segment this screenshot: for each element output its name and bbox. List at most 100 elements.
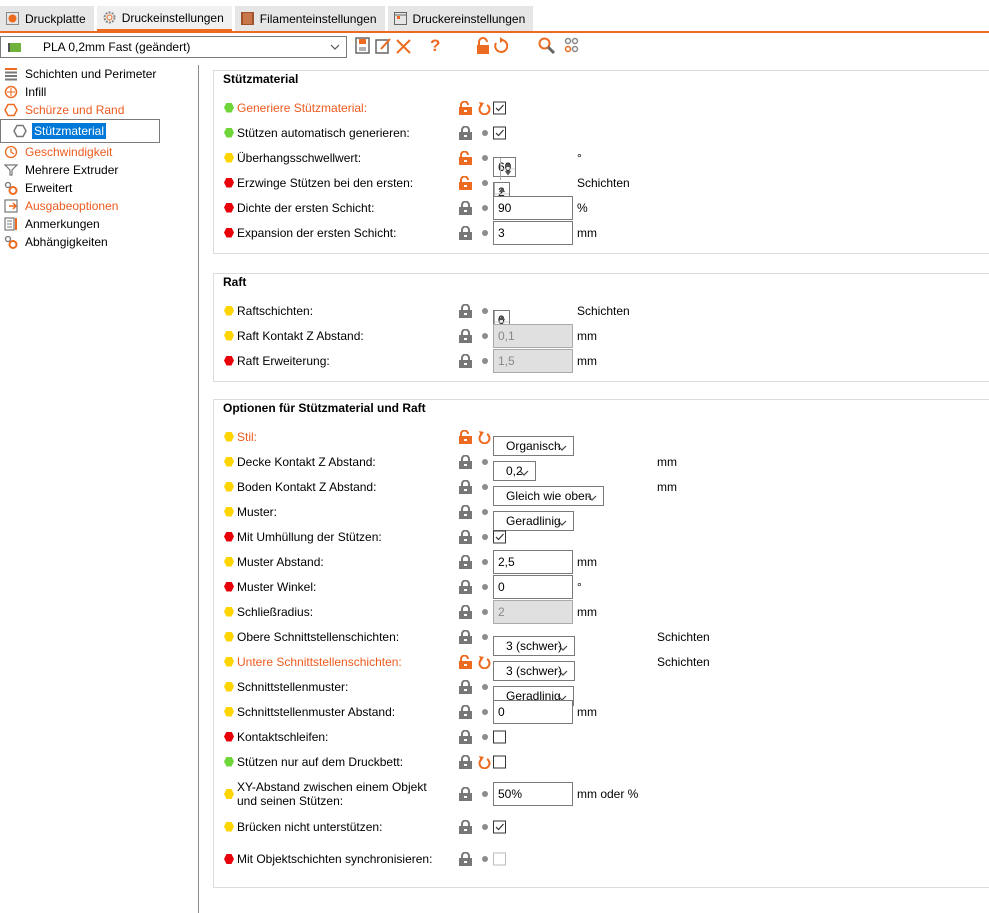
mode-expert-icon [224, 731, 234, 742]
locked-icon[interactable] [459, 754, 472, 769]
option-select[interactable]: Geradlinig [493, 510, 574, 531]
spin-arrows-icon[interactable] [500, 157, 516, 180]
locked-icon[interactable] [459, 479, 472, 494]
rename-icon[interactable] [375, 37, 392, 54]
bullet-icon [482, 791, 488, 797]
locked-icon[interactable] [459, 629, 472, 644]
lock-reset-icon[interactable] [476, 37, 508, 55]
funnel-icon [4, 164, 18, 176]
undo-arrow-icon[interactable] [478, 430, 491, 444]
sidebar-item-0[interactable]: Schichten und Perimeter [0, 65, 198, 83]
delete-icon[interactable] [396, 39, 411, 54]
tab-druckereinstellungen[interactable]: Druckereinstellungen [387, 6, 534, 31]
bullet-icon [482, 823, 488, 830]
locked-icon[interactable] [459, 328, 472, 343]
option-checkbox[interactable] [493, 126, 506, 139]
locked-icon[interactable] [459, 679, 472, 694]
option-checkbox[interactable] [493, 530, 506, 543]
sidebar-item-5[interactable]: Mehrere Extruder [0, 161, 198, 179]
locked-icon[interactable] [459, 454, 472, 469]
sidebar-item-3[interactable]: Stützmaterial [0, 119, 160, 143]
mode-expert-icon [224, 227, 234, 238]
tab-filamenteinstellungen[interactable]: Filamenteinstellungen [234, 6, 385, 31]
option-row: Boden Kontakt Z Abstand: Gleich wie oben m… [214, 474, 989, 506]
option-label: Erzwinge Stützen bei den ersten: [237, 175, 414, 190]
option-checkbox[interactable] [493, 755, 506, 768]
mode-expert-icon [224, 202, 234, 213]
option-checkbox[interactable] [493, 852, 506, 866]
locked-icon[interactable] [459, 200, 472, 215]
sidebar-item-label: Erweitert [25, 181, 73, 195]
group-title: Stützmaterial [221, 72, 301, 86]
option-checkbox[interactable] [493, 101, 506, 114]
option-select[interactable]: 0,2 [493, 460, 536, 481]
sidebar-item-7[interactable]: Ausgabeoptionen [0, 197, 198, 215]
tab-druckplatte[interactable]: Druckplatte [0, 6, 94, 31]
option-select[interactable]: Organisch [493, 435, 574, 456]
unit-label: mm [577, 554, 597, 569]
locked-icon[interactable] [459, 125, 472, 140]
locked-icon[interactable] [459, 852, 472, 866]
option-input[interactable]: 0,1 [493, 323, 573, 348]
option-label: Obere Schnittstellenschichten: [237, 629, 400, 644]
sidebar-item-9[interactable]: Abhängigkeiten [0, 233, 198, 251]
unlocked-icon[interactable] [459, 150, 472, 165]
search-icon[interactable] [538, 37, 555, 54]
option-input[interactable]: 3 [493, 220, 573, 245]
option-input[interactable]: 2 [493, 599, 573, 624]
locked-icon[interactable] [459, 303, 472, 318]
sidebar-item-4[interactable]: Geschwindigkeit [0, 143, 198, 161]
preset-dropdown[interactable]: PLA 0,2mm Fast (geändert) [0, 36, 347, 58]
sidebar-item-2[interactable]: Schürze und Rand [0, 101, 198, 119]
option-row: Obere Schnittstellenschichten: 3 (schwer)… [214, 624, 989, 656]
undo-arrow-icon[interactable] [478, 655, 491, 669]
sidebar-item-6[interactable]: Erweitert [0, 179, 198, 197]
unlocked-icon[interactable] [459, 100, 472, 115]
tab-druckeinstellungen[interactable]: Druckeinstellungen [96, 6, 232, 31]
option-checkbox[interactable] [493, 820, 506, 833]
option-input[interactable]: 2,5 [493, 549, 573, 574]
option-input[interactable]: 0 [493, 699, 573, 724]
locked-icon[interactable] [459, 604, 472, 619]
option-input[interactable]: 1,5 [493, 348, 573, 373]
option-row: Raftschichten:0Schichten [214, 298, 989, 333]
option-row: Brücken nicht unterstützen: [214, 814, 989, 839]
locked-icon[interactable] [459, 729, 472, 744]
locked-icon[interactable] [459, 819, 472, 834]
option-select[interactable]: Gleich wie oben [493, 485, 605, 506]
group-title: Raft [221, 275, 249, 289]
option-checkbox[interactable] [493, 730, 506, 743]
sidebar-item-1[interactable]: Infill [0, 83, 198, 101]
sidebar-item-8[interactable]: Anmerkungen [0, 215, 198, 233]
locked-icon[interactable] [459, 554, 472, 569]
locked-icon[interactable] [459, 579, 472, 594]
option-label: Generiere Stützmaterial: [237, 100, 368, 115]
compare-icon[interactable] [564, 37, 580, 53]
option-spinner[interactable]: 60 [493, 156, 517, 180]
undo-arrow-icon[interactable] [478, 755, 491, 769]
bullet-icon [482, 583, 488, 590]
undo-arrow-icon[interactable] [478, 101, 491, 115]
option-input[interactable]: 50% [493, 782, 573, 806]
option-input[interactable]: 90 [493, 195, 573, 220]
option-label: Überhangsschwellwert: [237, 150, 362, 165]
save-icon[interactable] [355, 37, 370, 54]
help-icon[interactable]: ? [430, 36, 441, 55]
mode-simple-icon [224, 102, 234, 113]
option-input[interactable]: 0 [493, 574, 573, 599]
option-label: Boden Kontakt Z Abstand: [237, 479, 377, 494]
option-select[interactable]: 3 (schwer) [493, 660, 576, 681]
locked-icon[interactable] [459, 353, 472, 368]
sidebar-item-label: Ausgabeoptionen [25, 199, 119, 213]
unlocked-icon[interactable] [459, 654, 472, 669]
option-select[interactable]: 3 (schwer) [493, 635, 576, 656]
unlocked-icon[interactable] [459, 429, 472, 444]
mode-advanced-icon [224, 789, 234, 799]
locked-icon[interactable] [459, 529, 472, 544]
locked-icon[interactable] [459, 225, 472, 240]
locked-icon[interactable] [459, 504, 472, 519]
locked-icon[interactable] [459, 787, 472, 801]
unlocked-icon[interactable] [459, 175, 472, 190]
unit-label: Schichten [657, 654, 710, 669]
locked-icon[interactable] [459, 704, 472, 719]
